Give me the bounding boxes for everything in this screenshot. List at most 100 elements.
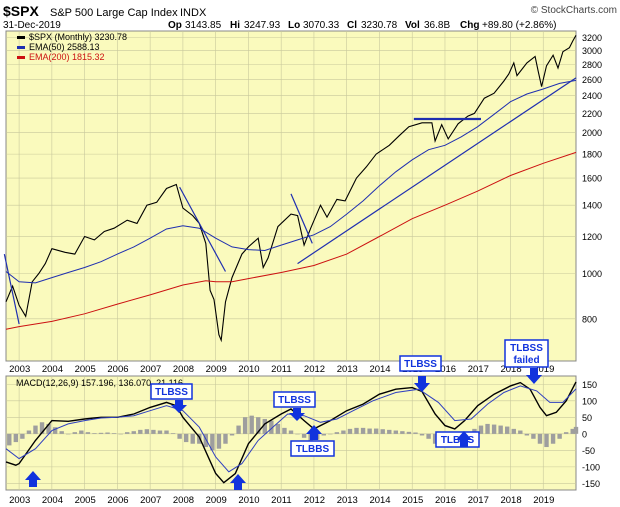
x-tick-label: 2007 (140, 495, 161, 506)
vol-value: 36.8B (424, 20, 450, 31)
close-value: 3230.78 (361, 20, 398, 31)
macd-histogram-bar (328, 433, 333, 435)
macd-histogram-bar (295, 433, 300, 435)
x-tick-label: 2011 (271, 495, 291, 506)
legend-swatch-ema200 (17, 56, 25, 59)
x-axis-lower: 2003 2004 2005 2006 2007 2008 2009 2010 2011 2012… (9, 495, 554, 506)
annotations: TLBSS TLBSS failed TLBSS TLBSS TLBBS TLB… (25, 339, 549, 490)
price-y-tick-label: 1400 (582, 201, 602, 211)
legend-ema200: EMA(200) 1815.32 (29, 52, 105, 62)
macd-histogram-bar (413, 432, 418, 434)
macd-histogram-bar (419, 433, 425, 436)
date-label: 31-Dec-2019 (3, 20, 61, 31)
price-y-tick-label: 3200 (582, 33, 602, 43)
macd-histogram-bar (236, 425, 241, 434)
macd-histogram-bar (92, 433, 97, 434)
macd-histogram-bar (334, 432, 340, 434)
trendline (3, 254, 20, 325)
macd-histogram-bar (7, 433, 12, 446)
macd-histogram-bar (498, 425, 503, 434)
arrow-down-macd-2011 (289, 408, 305, 421)
price-panel (5, 30, 577, 362)
arrow-down-price-tlbss-failed (526, 368, 542, 384)
macd-histogram-bar (229, 433, 235, 436)
x-tick-label: 2006 (107, 495, 128, 506)
macd-histogram-bar (557, 433, 562, 439)
macd-histogram-bar (524, 433, 530, 436)
price-y-axis: 800 1000 1200 1400 1600 1800 2000 2200 2400 2600 2… (582, 33, 602, 325)
macd-histogram-bar (301, 433, 307, 438)
macd-y-tick-label: 0 (582, 429, 587, 439)
macd-y-tick-label: -50 (582, 446, 595, 456)
x-tick-label: 2019 (533, 364, 554, 375)
x-tick-label: 2007 (140, 364, 161, 375)
ema200-line (5, 151, 577, 330)
macd-histogram-bar (223, 433, 228, 444)
macd-histogram-bar (46, 423, 51, 434)
macd-histogram-bar (144, 429, 150, 434)
x-axis-upper: 2003 2004 2005 2006 2007 2008 2009 2010 2011 2012… (9, 364, 554, 375)
macd-histogram-bar (39, 422, 45, 434)
x-tick-label: 2008 (173, 495, 194, 506)
macd-histogram-bar (157, 430, 163, 434)
macd-histogram-bar (275, 423, 281, 434)
price-y-tick-label: 3000 (582, 46, 602, 56)
macd-histogram-bar (485, 423, 490, 434)
macd-histogram-bar (573, 426, 579, 434)
macd-histogram-bar (151, 429, 156, 434)
x-tick-label: 2012 (304, 495, 325, 506)
macd-histogram-bar (183, 433, 189, 443)
annot-macd-tlbss-2011: TLBSS (278, 395, 311, 406)
macd-histogram-bar (426, 433, 431, 439)
price-line (5, 35, 577, 343)
macd-histogram-bar (367, 428, 372, 434)
annot-box-price-tlbss (399, 355, 442, 372)
arrow-down-macd-2008 (171, 400, 187, 413)
price-series (5, 35, 577, 343)
macd-histogram-bar (518, 430, 523, 434)
macd-histogram-bar (13, 433, 19, 443)
price-grid (6, 31, 576, 361)
annot-price-tlbss-failed-line1: TLBSS (510, 343, 543, 354)
macd-histogram-bar (288, 430, 294, 434)
arrow-up-macd-2016 (456, 431, 472, 447)
open-value: 3143.85 (185, 20, 222, 31)
macd-histogram-bar (387, 429, 392, 434)
price-y-tick-label: 800 (582, 314, 597, 324)
macd-histogram-bar (164, 430, 169, 434)
annot-macd-tlbss-2008: TLBSS (155, 387, 188, 398)
macd-histogram-bar (550, 433, 556, 444)
annot-box-price-tlbss-failed (504, 339, 549, 368)
macd-y-tick-label: 150 (582, 380, 597, 390)
macd-y-tick-label: 100 (582, 396, 597, 406)
x-tick-label: 2018 (500, 364, 521, 375)
macd-histogram-bar (262, 418, 267, 434)
legend-ema50: EMA(50) 2588.13 (29, 42, 100, 52)
macd-histogram-bar (354, 427, 359, 434)
macd-histogram-bar (170, 433, 176, 434)
price-y-tick-label: 2400 (582, 91, 602, 101)
x-tick-label: 2011 (271, 364, 291, 375)
ema50-line (5, 79, 577, 284)
annot-box-macd-tlbss-2008 (150, 383, 193, 400)
macd-signal-line (5, 385, 577, 473)
ticker-symbol: $SPX (3, 3, 39, 19)
macd-histogram-bar (118, 433, 123, 435)
arrow-down-price-tlbss (414, 376, 430, 392)
macd-histogram-bar (321, 433, 326, 436)
index-name: S&P 500 Large Cap Index (50, 7, 178, 19)
macd-histogram-bar (341, 430, 346, 434)
macd-histogram-bar (105, 432, 110, 434)
x-tick-label: 2016 (435, 364, 456, 375)
macd-histogram-bar (249, 415, 254, 434)
macd-histogram-bar (505, 426, 510, 434)
macd-histogram-bar (393, 430, 399, 434)
annot-box-macd-tlbbs-2011 (290, 440, 335, 457)
macd-histogram-bar (177, 433, 182, 439)
macd-histogram-bar (531, 433, 536, 439)
price-legend: $SPX (Monthly) 3230.78 EMA(50) 2588.13 E… (17, 32, 127, 62)
macd-histogram-bar (269, 420, 274, 434)
exchange-label: INDX (180, 7, 207, 19)
x-tick-label: 2010 (238, 364, 259, 375)
macd-histogram-bar (400, 431, 405, 434)
